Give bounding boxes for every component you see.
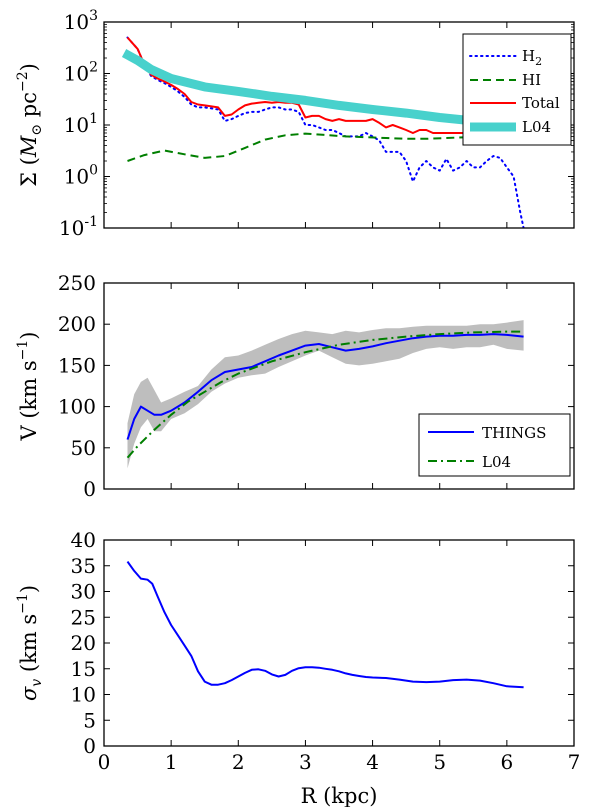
ylabel-text: V (km s (17, 360, 41, 441)
y-tick-label: 10-1 (59, 214, 98, 240)
y-tick-base: 10 (64, 10, 89, 34)
rotation-velocity-panel: 250 200 150 100 50 0 V (km s−1) THINGS L04 (15, 271, 575, 501)
y-axis-label: V (km s−1) (15, 332, 41, 442)
series-line-things (126, 333, 524, 440)
plot-area (126, 561, 524, 689)
legend-box (418, 413, 571, 477)
ylabel-suffix: ) (17, 585, 41, 593)
y-tick-label: 200 (58, 312, 96, 336)
plot-frame (103, 282, 575, 490)
y-axis-label: σv (km s−1) (15, 585, 45, 701)
legend-name-sub: 2 (535, 55, 542, 68)
ylabel-unit-sub: ⊙ (29, 124, 45, 136)
ylabel-text: (km s (17, 614, 41, 679)
series-line-total (126, 36, 524, 146)
y-tick-label: 101 (64, 111, 98, 137)
legend-label-hi: HI (522, 71, 541, 89)
x-tick-label: 0 (98, 750, 111, 774)
series-line-sigma (126, 561, 524, 689)
ylabel-exp: −1 (15, 340, 31, 361)
ylabel-sigma-sub: v (29, 679, 45, 687)
x-axis-label: R (kpc) (301, 784, 378, 807)
ylabel-unit-exp: −2 (15, 71, 31, 92)
y-tick-label: 35 (71, 554, 96, 578)
y-tick-label: 102 (64, 60, 98, 86)
y-tick-base: 10 (64, 113, 89, 137)
legend-name: H (522, 47, 535, 65)
uncertainty-band (127, 320, 524, 469)
y-tick-label: 0 (83, 477, 96, 501)
y-tick-label: 0 (83, 734, 96, 758)
y-tick-label: 15 (71, 657, 96, 681)
legend-label-l04: L04 (522, 118, 551, 136)
plot-frame (103, 539, 575, 747)
y-tick-base: 10 (64, 165, 89, 189)
y-tick-label: 150 (58, 353, 96, 377)
y-tick-label: 103 (64, 8, 98, 34)
y-tick-label: 50 (71, 436, 96, 460)
ylabel-exp: −1 (15, 593, 31, 614)
y-tick-exponent: -1 (84, 214, 98, 230)
ylabel-unit-m: M (17, 135, 41, 158)
series-line-l04 (126, 330, 524, 459)
legend: H2 HI Total L04 (462, 33, 572, 146)
y-tick-label: 5 (83, 708, 96, 732)
series-line-hi (127, 132, 524, 162)
y-tick-base: 10 (64, 62, 89, 86)
y-tick-label: 10 (71, 683, 96, 707)
legend-name: L04 (522, 118, 551, 136)
y-tick-exponent: 3 (89, 8, 98, 24)
x-tick-label: 6 (500, 750, 513, 774)
legend-name: HI (522, 71, 541, 89)
x-tick-label: 3 (299, 750, 312, 774)
legend: THINGS L04 (418, 413, 571, 477)
y-axis-label: Σ (M⊙ pc−2) (15, 63, 45, 187)
y-tick-exponent: 1 (89, 111, 98, 127)
y-tick-label: 25 (71, 605, 96, 629)
x-tick-label: 4 (366, 750, 379, 774)
series-line-l04 (121, 49, 525, 132)
y-tick-label: 20 (71, 631, 96, 655)
ylabel-prefix: Σ ( (17, 157, 41, 187)
y-tick-label: 100 (58, 395, 96, 419)
legend-label-h: H2 (522, 47, 542, 68)
ylabel-suffix: ) (17, 63, 41, 71)
y-tick-label: 250 (58, 271, 96, 295)
y-tick-label: 40 (71, 528, 96, 552)
y-tick-label: 100 (64, 163, 98, 189)
y-tick-exponent: 0 (89, 163, 98, 179)
x-tick-label: 2 (232, 750, 245, 774)
ylabel-suffix: ) (17, 332, 41, 340)
y-tick-label: 30 (71, 580, 96, 604)
legend-label-total: Total (522, 94, 560, 112)
legend-label-things: THINGS (482, 424, 546, 442)
y-tick-exponent: 2 (89, 60, 98, 76)
x-tick-label: 7 (568, 750, 581, 774)
plot-area (121, 36, 525, 228)
y-tick-base: 10 (59, 216, 84, 240)
ylabel-sigma: σ (17, 686, 41, 701)
plot-area (126, 320, 524, 469)
x-tick-label: 5 (433, 750, 446, 774)
legend-name: Total (522, 94, 560, 112)
legend-label-l04: L04 (482, 453, 511, 471)
x-tick-label: 1 (165, 750, 178, 774)
series-line-h (126, 36, 525, 228)
ylabel-unit-pc: pc (17, 92, 41, 124)
